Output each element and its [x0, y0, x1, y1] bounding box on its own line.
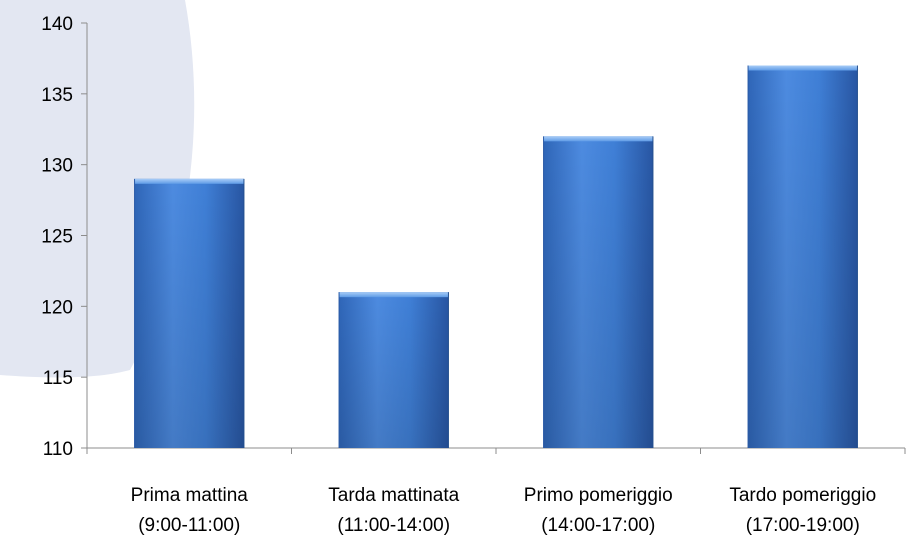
bar-cap — [134, 178, 244, 184]
bar-cap — [543, 136, 653, 142]
x-category-label: Primo pomeriggio — [524, 485, 673, 506]
y-axis-ticks: 110 115 120 125 130 135 140 — [41, 14, 87, 460]
x-axis-labels: Prima mattina (9:00-11:00) Tarda mattinata… — [131, 485, 877, 536]
bar-cap — [748, 65, 858, 71]
bar — [747, 65, 858, 448]
y-tick-label: 130 — [41, 156, 73, 177]
x-category-label: Prima mattina — [131, 485, 249, 506]
x-category-label: Tardo pomeriggio — [729, 485, 876, 506]
x-category-label: Tarda mattinata — [328, 485, 459, 506]
bar — [134, 178, 245, 449]
x-category-label: (9:00-11:00) — [138, 515, 240, 536]
x-category-label: (11:00-14:00) — [337, 515, 450, 536]
bar-shade — [339, 292, 449, 448]
bar-shade — [543, 136, 653, 449]
bar-shade — [748, 65, 858, 448]
x-category-label: (14:00-17:00) — [541, 515, 655, 536]
y-tick-label: 120 — [41, 297, 73, 318]
x-category-label: (17:00-19:00) — [746, 515, 860, 536]
bars — [134, 65, 858, 449]
y-tick-label: 125 — [41, 227, 73, 248]
y-tick-label: 135 — [41, 85, 73, 106]
bar-cap — [339, 292, 449, 298]
bar — [543, 136, 654, 449]
bar-shade — [134, 178, 244, 449]
y-tick-label: 115 — [43, 368, 73, 389]
y-tick-label: 110 — [43, 439, 73, 460]
bar — [338, 292, 449, 448]
y-tick-label: 140 — [41, 14, 73, 35]
